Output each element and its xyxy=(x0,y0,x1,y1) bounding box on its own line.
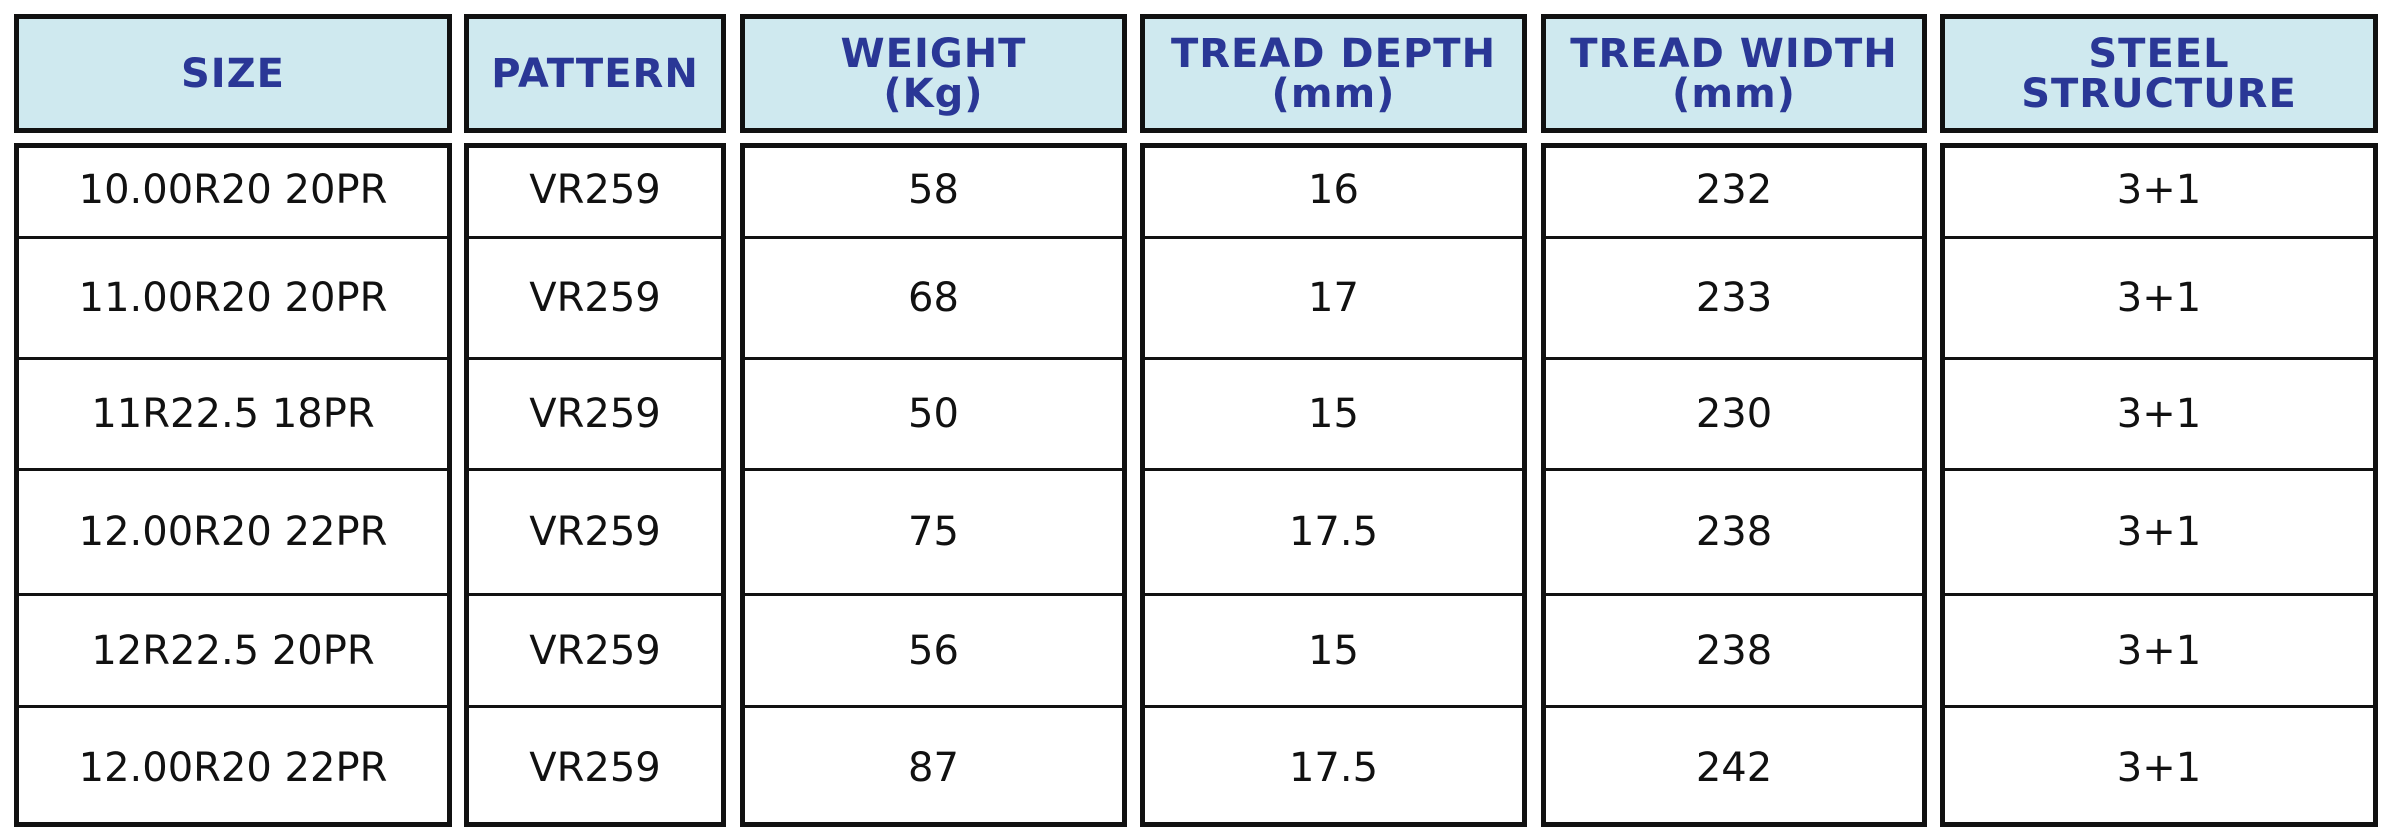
column-body: 232 233 230 238 238 242 xyxy=(1541,143,1927,827)
column-body: 58 68 50 75 56 87 xyxy=(740,143,1127,827)
column-body: 10.00R20 20PR 11.00R20 20PR 11R22.5 18PR 12… xyxy=(14,143,452,827)
table-cell: 56 xyxy=(745,593,1122,705)
table-cell: VR259 xyxy=(469,593,721,705)
table-cell: 3+1 xyxy=(2116,166,2202,213)
table-cell: VR259 xyxy=(469,236,721,357)
table-cell: 15 xyxy=(1145,593,1522,705)
header-text: STRUCTURE xyxy=(2021,70,2297,117)
header-text: STEEL xyxy=(2088,30,2230,77)
table-cell: 232 xyxy=(1695,166,1773,213)
header-cell: TREAD DEPTH (mm) xyxy=(1140,14,1527,133)
table-cell: 3+1 xyxy=(1945,593,2373,705)
table-cell: 238 xyxy=(1546,593,1922,705)
table-cell: 58 xyxy=(908,166,959,213)
table-cell: 10.00R20 20PR xyxy=(78,166,388,213)
table-cell: 238 xyxy=(1546,468,1922,593)
table-cell: 3+1 xyxy=(1945,468,2373,593)
table-cell: 242 xyxy=(1546,705,1922,827)
table-cell: 16 xyxy=(1308,166,1359,213)
header-text: TREAD DEPTH xyxy=(1170,30,1497,77)
table-cell: 15 xyxy=(1145,357,1522,468)
column-body: 3+1 3+1 3+1 3+1 3+1 3+1 xyxy=(1940,143,2378,827)
table-cell: 87 xyxy=(745,705,1122,827)
header-text: TREAD WIDTH xyxy=(1570,30,1898,77)
table-cell: VR259 xyxy=(469,357,721,468)
header-text: SIZE xyxy=(180,50,286,97)
header-cell: WEIGHT (Kg) xyxy=(740,14,1127,133)
header-text: (mm) xyxy=(1672,70,1796,117)
table-cell: 11R22.5 18PR xyxy=(19,357,447,468)
table-cell: 3+1 xyxy=(1945,705,2373,827)
header-cell: STEEL STRUCTURE xyxy=(1940,14,2378,133)
table-cell: 3+1 xyxy=(1945,357,2373,468)
column-body: VR259 VR259 VR259 VR259 VR259 VR259 xyxy=(464,143,726,827)
table-cell: VR259 xyxy=(469,705,721,827)
column-body: 16 17 15 17.5 15 17.5 xyxy=(1140,143,1527,827)
table-cell: 12R22.5 20PR xyxy=(19,593,447,705)
table-cell: VR259 xyxy=(469,468,721,593)
header-cell: SIZE xyxy=(14,14,452,133)
table-cell: 12.00R20 22PR xyxy=(19,705,447,827)
table-cell: 230 xyxy=(1546,357,1922,468)
table-cell: 68 xyxy=(745,236,1122,357)
header-text: (Kg) xyxy=(883,70,984,117)
table-cell: 17.5 xyxy=(1145,705,1522,827)
table-cell: 17.5 xyxy=(1145,468,1522,593)
header-text: (mm) xyxy=(1271,70,1396,117)
header-cell: TREAD WIDTH (mm) xyxy=(1541,14,1927,133)
header-cell: PATTERN xyxy=(464,14,726,133)
header-text: WEIGHT xyxy=(840,30,1027,77)
table-cell: 50 xyxy=(745,357,1122,468)
table-cell: 12.00R20 22PR xyxy=(19,468,447,593)
table-cell: 11.00R20 20PR xyxy=(19,236,447,357)
table-cell: 233 xyxy=(1546,236,1922,357)
table-cell: 3+1 xyxy=(1945,236,2373,357)
header-text: PATTERN xyxy=(491,50,699,97)
table-cell: 17 xyxy=(1145,236,1522,357)
table-cell: 75 xyxy=(745,468,1122,593)
table-cell: VR259 xyxy=(529,166,661,213)
